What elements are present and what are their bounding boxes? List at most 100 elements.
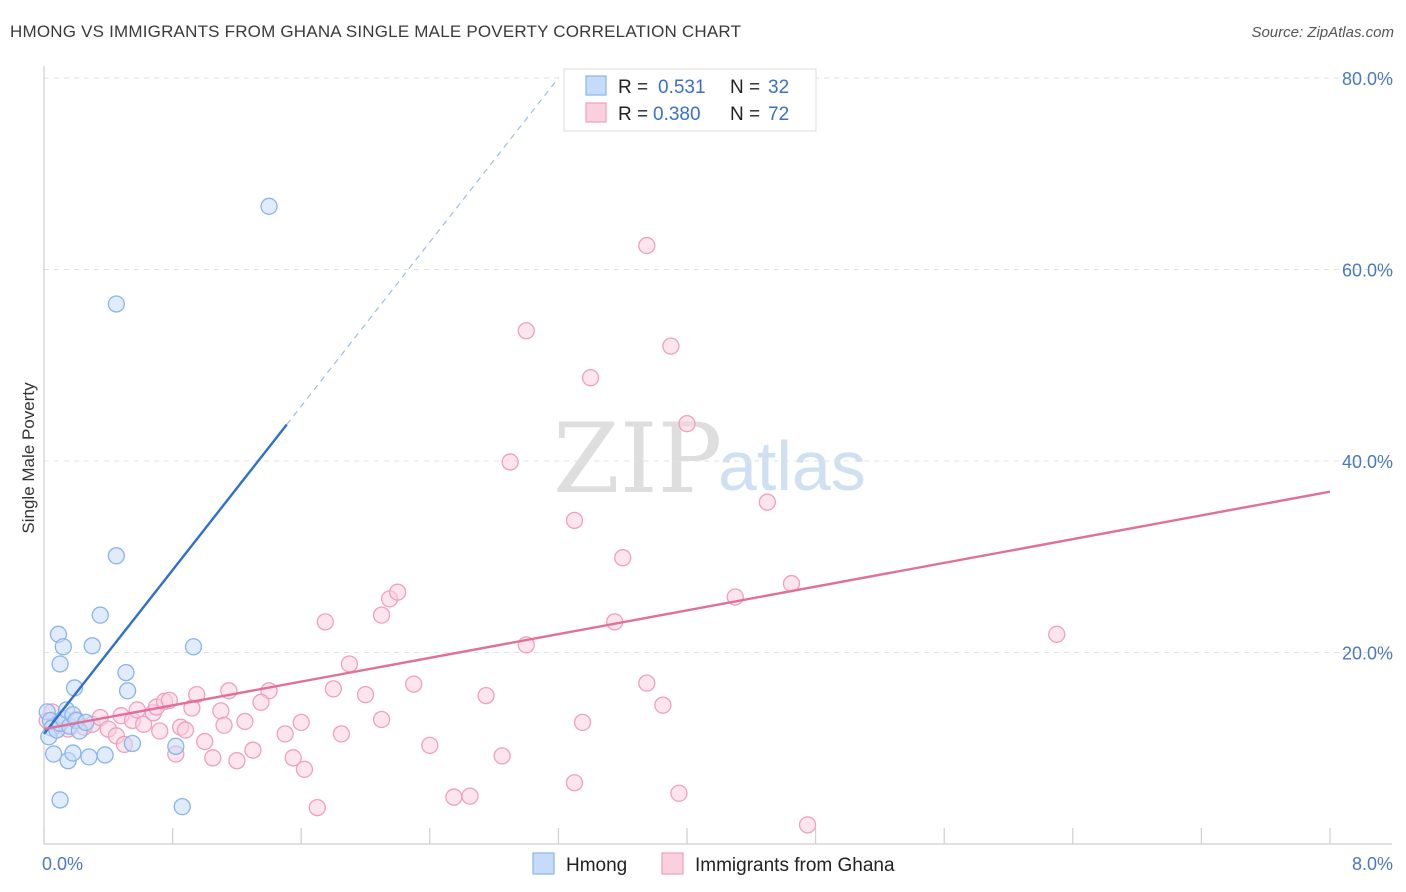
chart-source: Source: ZipAtlas.com	[1251, 24, 1394, 41]
hmong-point	[96, 746, 114, 764]
legend-bottom-ghana-swatch	[661, 852, 684, 875]
ghana-point	[573, 713, 592, 732]
y-tick-label: 40.0%	[1342, 452, 1393, 472]
ghana-point	[215, 716, 233, 734]
legend-ghana-swatch	[585, 102, 607, 123]
ghana-point	[295, 760, 314, 778]
gridlines	[44, 77, 1392, 653]
ghana-point	[236, 712, 254, 731]
ghana-point	[188, 685, 206, 704]
hmong-trend-line	[43, 423, 288, 735]
series-ghana-points	[38, 236, 1066, 834]
watermark-atlas: atlas	[718, 427, 866, 505]
hmong-point	[80, 748, 98, 766]
ghana-trend-line	[43, 490, 1331, 731]
ghana-point	[1048, 625, 1066, 643]
ghana-point	[340, 655, 359, 673]
ghana-point	[758, 493, 777, 511]
hmong-point	[184, 638, 203, 656]
ghana-point	[284, 749, 302, 767]
hmong-point	[118, 682, 137, 700]
ghana-point	[388, 583, 407, 601]
ghana-point	[176, 721, 195, 739]
ghana-point	[332, 725, 351, 743]
legend-hmong-n-label: N =	[730, 77, 760, 98]
legend-top: R = 0.531 N = 32 R = 0.380 N = 72	[563, 68, 817, 132]
hmong-point	[54, 638, 72, 656]
ghana-point	[135, 715, 153, 733]
ghana-point	[276, 725, 294, 743]
chart-title: HMONG VS IMMIGRANTS FROM GHANA SINGLE MA…	[10, 22, 742, 41]
ghana-point	[654, 696, 672, 714]
watermark-zip: ZIP	[553, 403, 722, 515]
watermark: ZIP atlas	[553, 403, 866, 515]
legend-hmong-r-label: R =	[618, 77, 648, 98]
ghana-point	[324, 680, 343, 698]
ghana-point	[614, 549, 632, 567]
hmong-point	[107, 295, 125, 313]
ghana-point	[445, 788, 463, 806]
hmong-point	[51, 655, 69, 673]
ghana-point	[372, 710, 391, 729]
hmong-point	[51, 791, 69, 809]
legend-bottom-hmong-swatch	[532, 852, 555, 875]
legend-ghana-n-value: 72	[768, 104, 789, 125]
y-tick-label: 20.0%	[1342, 644, 1393, 664]
ghana-point	[638, 236, 656, 255]
hmong-point	[123, 734, 142, 753]
x-tick-labels: 0.0% 8.0%	[42, 854, 1393, 874]
ghana-point	[308, 798, 326, 817]
ghana-point	[565, 774, 584, 792]
ghana-point	[252, 693, 270, 711]
ghana-point	[356, 685, 375, 704]
legend-ghana-r-label: R =	[618, 104, 648, 125]
ghana-point	[204, 749, 222, 767]
ghana-point	[565, 511, 584, 530]
ghana-point	[372, 606, 391, 624]
ghana-point	[244, 741, 262, 759]
series-hmong-points	[38, 197, 278, 816]
ghana-point	[316, 613, 334, 631]
x-tick-label: 0.0%	[42, 854, 83, 874]
y-tick-label: 60.0%	[1342, 261, 1393, 281]
hmong-point	[107, 547, 125, 565]
ghana-point	[798, 816, 817, 834]
ghana-point	[292, 713, 310, 732]
ghana-point	[421, 736, 439, 755]
ghana-point	[212, 702, 230, 720]
legend-ghana-r-value: 0.380	[653, 104, 701, 125]
legend-bottom-hmong-label: Hmong	[566, 855, 627, 876]
ghana-point	[228, 752, 246, 770]
legend-bottom-ghana-label: Immigrants from Ghana	[695, 855, 895, 876]
legend-hmong-r-value: 0.531	[658, 77, 706, 98]
ghana-point	[501, 453, 519, 471]
ghana-point	[196, 732, 214, 751]
y-axis-label: Single Male Poverty	[19, 382, 38, 534]
y-tick-labels: 20.0% 40.0% 60.0% 80.0%	[1342, 69, 1393, 664]
ghana-point	[461, 787, 479, 805]
hmong-point	[260, 197, 278, 215]
trend-lines	[43, 77, 1331, 735]
legend-ghana-n-label: N =	[730, 104, 760, 125]
ghana-point	[670, 784, 688, 802]
ghana-point	[638, 674, 656, 692]
ghana-point	[151, 722, 169, 740]
hmong-point	[173, 798, 191, 816]
hmong-point	[64, 744, 82, 762]
ghana-point	[405, 675, 423, 693]
hmong-point	[91, 606, 109, 624]
ghana-point	[477, 686, 495, 705]
hmong-point	[83, 637, 101, 655]
x-tick-label: 8.0%	[1352, 854, 1393, 874]
y-tick-label: 80.0%	[1342, 69, 1393, 89]
ghana-point	[662, 337, 680, 355]
legend-hmong-n-value: 32	[768, 77, 789, 98]
hmong-point	[117, 663, 135, 682]
hmong-point	[44, 745, 63, 763]
legend-hmong-swatch	[585, 75, 607, 96]
ghana-point	[581, 369, 600, 387]
ghana-point	[678, 415, 696, 433]
ghana-point	[517, 322, 535, 340]
legend-bottom: Hmong Immigrants from Ghana	[532, 852, 895, 876]
